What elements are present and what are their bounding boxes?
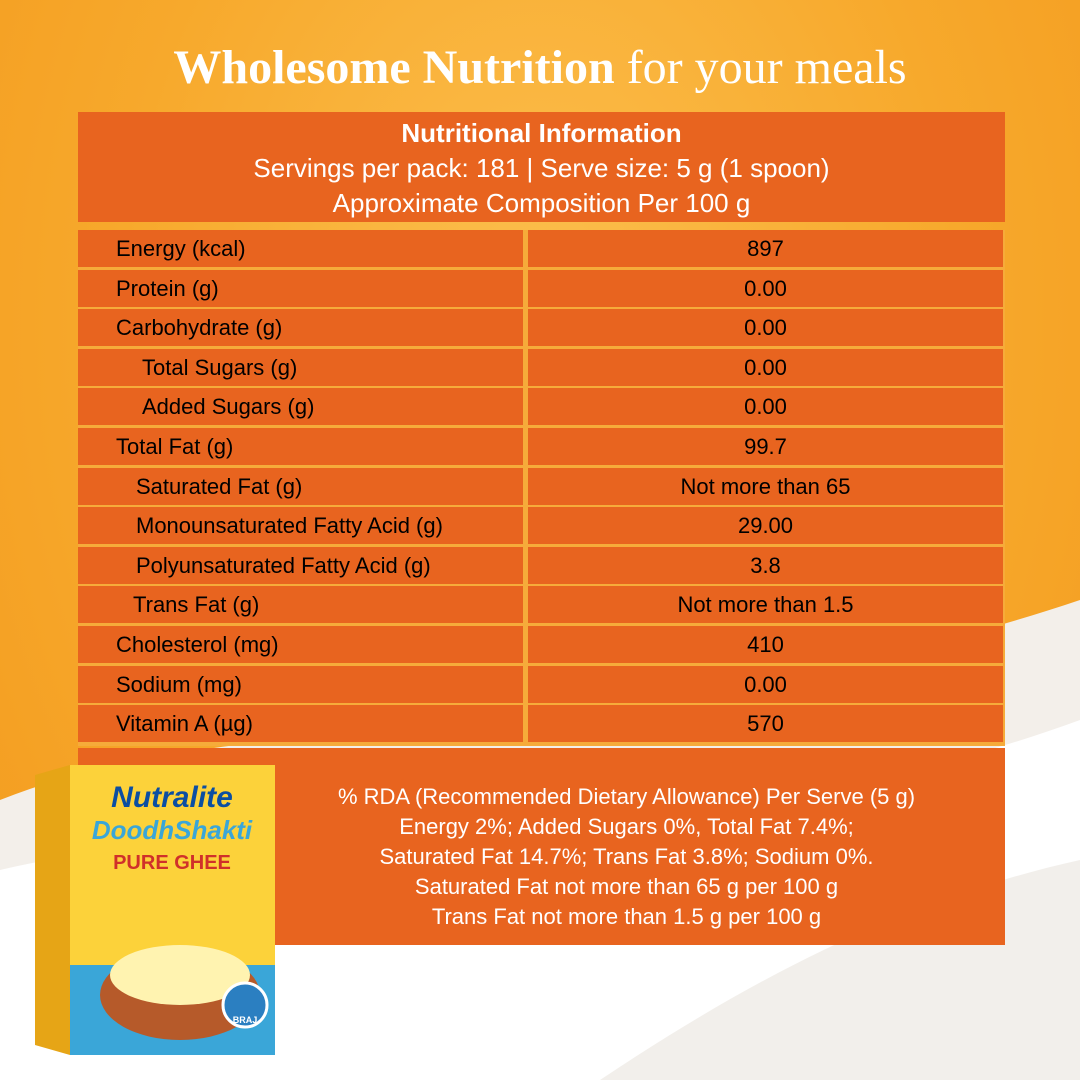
pack-badge: BRAJ <box>233 1015 258 1025</box>
nutrient-label: Total Fat (g) <box>78 427 523 465</box>
title-bold: Wholesome Nutrition <box>173 41 615 94</box>
nutrient-value: 897 <box>528 230 1003 267</box>
table-row: Energy (kcal) 897 <box>78 230 1005 267</box>
nutrient-label: Saturated Fat (g) <box>78 467 523 505</box>
footnote: % RDA (Recommended Dietary Allowance) Pe… <box>78 748 1005 945</box>
nutrient-value: Not more than 1.5 <box>528 586 1003 624</box>
nutrient-label: Trans Fat (g) <box>78 586 523 624</box>
table-row: Vitamin A (µg) 570 <box>78 705 1005 743</box>
nutrient-label: Total Sugars (g) <box>78 348 523 386</box>
table-row: Trans Fat (g) Not more than 1.5 <box>78 586 1005 624</box>
nutrient-label: Sodium (mg) <box>78 665 523 703</box>
table-row: Total Sugars (g) 0.00 <box>78 348 1005 386</box>
nutrient-value: 29.00 <box>528 507 1003 545</box>
table-heading: Nutritional Information Servings per pac… <box>78 112 1005 222</box>
nutrient-label: Vitamin A (µg) <box>78 705 523 743</box>
footnote-line: Trans Fat not more than 1.5 g per 100 g <box>431 904 822 929</box>
nutrient-value: 0.00 <box>528 269 1003 307</box>
nutrient-value: Not more than 65 <box>528 467 1003 505</box>
footnote-line: Saturated Fat not more than 65 g per 100… <box>414 874 839 899</box>
table-row: Total Fat (g) 99.7 <box>78 427 1005 465</box>
table-row: Carbohydrate (g) 0.00 <box>78 309 1005 347</box>
pack-name: DoodhShakti <box>92 815 253 845</box>
table-row: Added Sugars (g) 0.00 <box>78 388 1005 426</box>
nutrient-value: 410 <box>528 625 1003 663</box>
heading-line: Approximate Composition Per 100 g <box>332 188 751 218</box>
nutrient-label: Cholesterol (mg) <box>78 625 523 663</box>
nutrient-value: 570 <box>528 705 1003 743</box>
pack-variant: PURE GHEE <box>113 852 231 874</box>
nutrient-value: 99.7 <box>528 427 1003 465</box>
product-pack: Nutralite DoodhShakti PURE GHEE BRAJ <box>35 765 275 1055</box>
title-rest: for your meals <box>626 41 907 94</box>
footnote-line: Saturated Fat 14.7%; Trans Fat 3.8%; Sod… <box>379 844 874 869</box>
footnote-line: Energy 2%; Added Sugars 0%, Total Fat 7.… <box>399 814 854 839</box>
table-row: Sodium (mg) 0.00 <box>78 665 1005 703</box>
pack-brand: Nutralite <box>111 781 233 814</box>
footnote-line: % RDA (Recommended Dietary Allowance) Pe… <box>337 784 916 809</box>
heading-line: Servings per pack: 181 | Serve size: 5 g… <box>253 153 830 183</box>
heading-line: Nutritional Information <box>401 118 682 148</box>
nutrition-table: Energy (kcal) 897 Protein (g) 0.00 Carbohydr… <box>78 230 1005 745</box>
nutrient-value: 0.00 <box>528 348 1003 386</box>
nutrient-label: Protein (g) <box>78 269 523 307</box>
table-row: Polyunsaturated Fatty Acid (g) 3.8 <box>78 546 1005 584</box>
nutrient-label: Polyunsaturated Fatty Acid (g) <box>78 546 523 584</box>
table-row: Monounsaturated Fatty Acid (g) 29.00 <box>78 507 1005 545</box>
nutrient-value: 0.00 <box>528 388 1003 426</box>
nutrient-value: 0.00 <box>528 309 1003 347</box>
nutrient-value: 3.8 <box>528 546 1003 584</box>
nutrient-value: 0.00 <box>528 665 1003 703</box>
page-title: Wholesome Nutrition for your meals <box>0 40 1080 95</box>
nutrient-label: Monounsaturated Fatty Acid (g) <box>78 507 523 545</box>
table-row: Saturated Fat (g) Not more than 65 <box>78 467 1005 505</box>
table-row: Cholesterol (mg) 410 <box>78 625 1005 663</box>
table-row: Protein (g) 0.00 <box>78 269 1005 307</box>
nutrient-label: Energy (kcal) <box>78 230 523 267</box>
nutrient-label: Carbohydrate (g) <box>78 309 523 347</box>
nutrient-label: Added Sugars (g) <box>78 388 523 426</box>
